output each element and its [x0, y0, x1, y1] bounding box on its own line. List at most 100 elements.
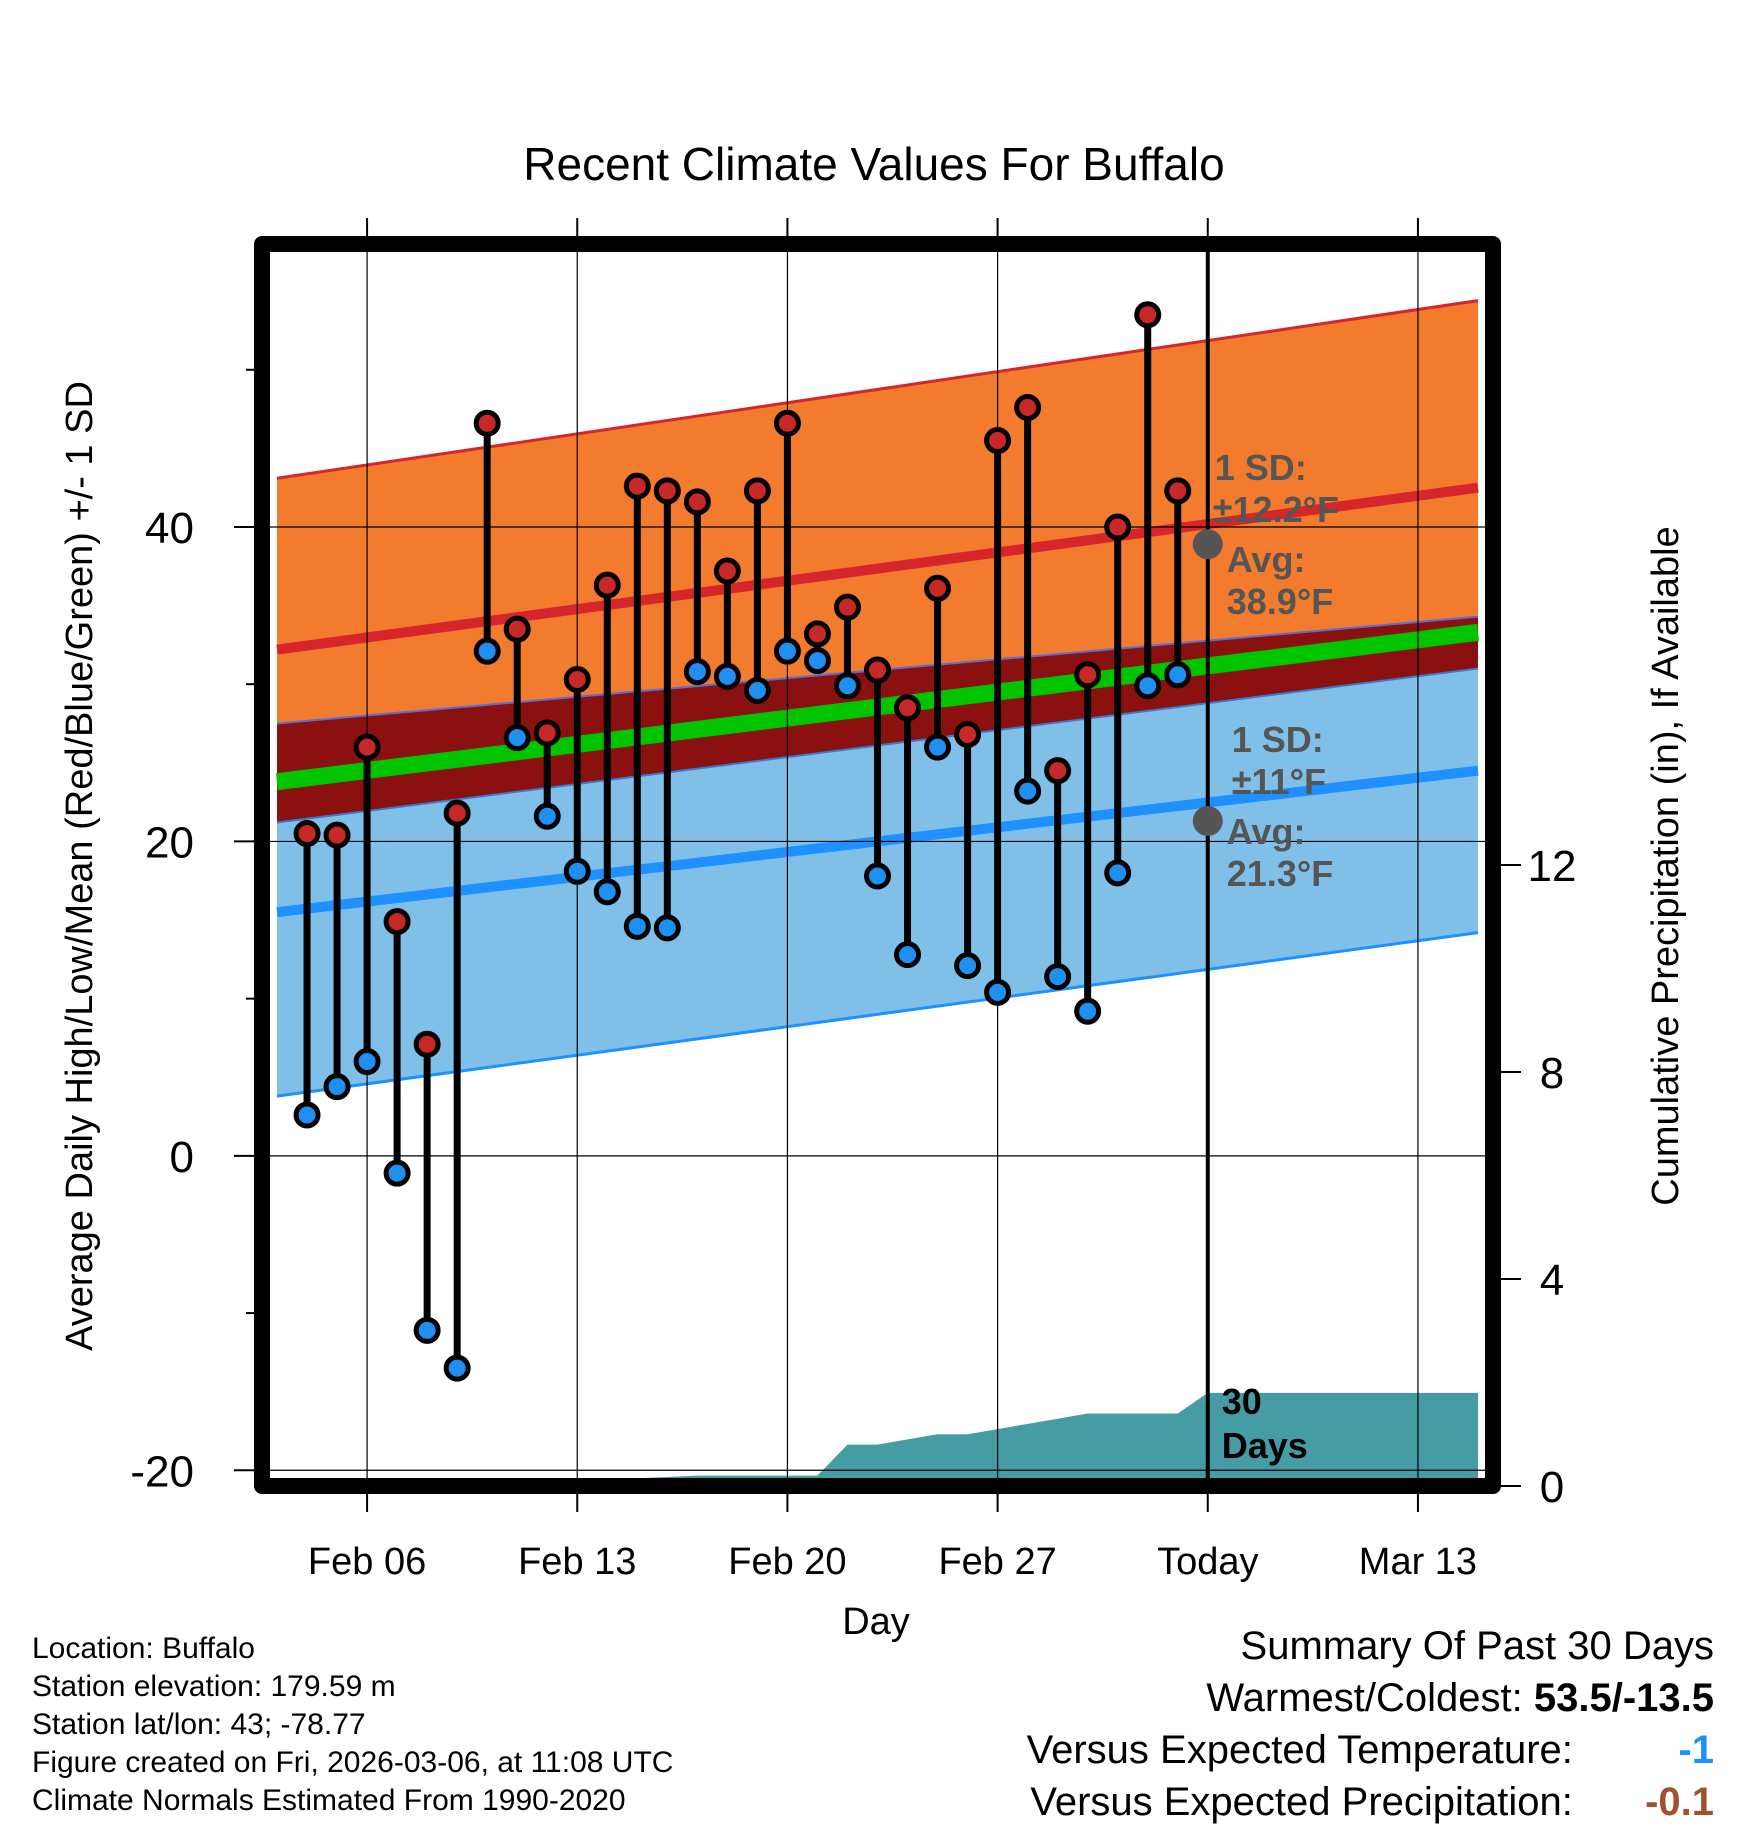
low-temp-point — [653, 914, 681, 942]
low-temp-point — [353, 1048, 381, 1076]
high-temp-point — [1074, 661, 1102, 689]
x-tick-label: Feb 06 — [308, 1541, 426, 1583]
x-tick-label: Feb 27 — [938, 1541, 1056, 1583]
y-axis-label: Average Daily High/Low/Mean (Red/Blue/Gr… — [59, 381, 101, 1351]
low-avg-label: Avg: — [1227, 811, 1306, 852]
high-temp-point — [353, 733, 381, 761]
high-temp-point — [1014, 394, 1042, 422]
low-sd-value: ±11°F — [1232, 761, 1326, 802]
high-temp-point — [443, 799, 471, 827]
high-avg-value: 38.9°F — [1227, 581, 1333, 622]
low-temp-point — [563, 857, 591, 885]
high-sd-value: ±12.2°F — [1213, 489, 1339, 530]
high-temp-point — [833, 593, 861, 621]
low-temp-point — [713, 662, 741, 690]
high-temp-point — [593, 571, 621, 599]
y2-tick-label: 8 — [1540, 1049, 1564, 1098]
y2-axis-label: Cumulative Precipitation (in), If Availa… — [1645, 526, 1687, 1205]
chart-title: Recent Climate Values For Buffalo — [523, 138, 1224, 190]
y-tick-label: -20 — [130, 1447, 194, 1496]
high-temp-point — [1044, 757, 1072, 785]
low-temp-point — [623, 912, 651, 940]
warmest-label: Warmest/Coldest: — [1206, 1676, 1523, 1720]
high-avg-label: Avg: — [1227, 539, 1306, 580]
x-tick-label: Mar 13 — [1359, 1541, 1477, 1583]
low-temp-point — [1164, 661, 1192, 689]
low-temp-point — [803, 647, 831, 675]
low-temp-point — [894, 941, 922, 969]
low-temp-point — [833, 672, 861, 700]
low-temp-point — [683, 658, 711, 686]
created-text: Figure created on Fri, 2026-03-06, at 11… — [32, 1746, 674, 1779]
high-temp-point — [773, 409, 801, 437]
low-temp-point — [533, 802, 561, 830]
high-temp-point — [563, 665, 591, 693]
low-temp-point — [323, 1073, 351, 1101]
axes: Recent Climate Values For Buffalo Feb 06 F… — [59, 138, 1687, 1643]
high-temp-point — [803, 620, 831, 648]
high-temp-point — [743, 477, 771, 505]
low-temp-point — [1044, 963, 1072, 991]
high-temp-point — [924, 574, 952, 602]
temp-label: Versus Expected Temperature: — [1026, 1728, 1573, 1772]
low-temp-point — [593, 878, 621, 906]
low-temp-point — [1074, 997, 1102, 1025]
low-temp-point — [773, 637, 801, 665]
precip-area — [277, 1392, 1478, 1486]
low-temp-point — [1014, 777, 1042, 805]
low-temp-point — [743, 676, 771, 704]
high-temp-point — [984, 427, 1012, 455]
high-temp-point — [413, 1030, 441, 1058]
low-temp-point — [954, 952, 982, 980]
high-temp-point — [864, 656, 891, 684]
days-label-number: 30 — [1222, 1381, 1262, 1422]
x-tick-label: Feb 20 — [728, 1541, 846, 1583]
low-sd-label: 1 SD: — [1232, 719, 1324, 760]
high-temp-point — [293, 820, 321, 848]
high-temp-point — [1164, 477, 1192, 505]
summary-temp-row: Versus Expected Temperature: -1 — [1027, 1724, 1714, 1776]
days-label-text: Days — [1222, 1425, 1308, 1466]
high-temp-point — [623, 472, 651, 500]
low-temp-point — [924, 733, 952, 761]
x-tick-label: Today — [1157, 1541, 1258, 1583]
low-temp-point — [1104, 859, 1132, 887]
y2-tick-label: 12 — [1528, 842, 1577, 891]
location-text: Location: Buffalo — [32, 1632, 255, 1665]
high-temp-point — [533, 719, 561, 747]
low-avg-value: 21.3°F — [1227, 853, 1333, 894]
summary-panel: Summary Of Past 30 Days Warmest/Coldest:… — [1027, 1620, 1714, 1828]
high-temp-point — [383, 908, 411, 936]
high-temp-point — [503, 615, 531, 643]
y-tick-label: 20 — [145, 818, 194, 867]
high-temp-point — [323, 821, 351, 849]
low-temp-point — [1134, 672, 1162, 700]
high-normal-line — [276, 482, 1479, 655]
x-axis-label: Day — [842, 1601, 910, 1643]
high-temp-point — [653, 477, 681, 505]
low-temp-point — [503, 724, 531, 752]
summary-warmest-row: Warmest/Coldest: 53.5/-13.5 — [1027, 1672, 1714, 1724]
high-temp-point — [473, 409, 501, 437]
precip-label: Versus Expected Precipitation: — [1030, 1780, 1573, 1824]
low-temp-point — [443, 1354, 471, 1382]
precip-value: -0.1 — [1645, 1780, 1714, 1824]
high-temp-point — [954, 721, 982, 749]
y-tick-label: 40 — [145, 504, 194, 553]
low-temp-point — [864, 862, 891, 890]
temp-value: -1 — [1678, 1728, 1714, 1772]
latlon-text: Station lat/lon: 43; -78.77 — [32, 1708, 366, 1741]
elevation-text: Station elevation: 179.59 m — [32, 1670, 396, 1703]
summary-title: Summary Of Past 30 Days — [1240, 1624, 1714, 1668]
high-temp-point — [683, 488, 711, 516]
low-temp-point — [413, 1316, 441, 1344]
high-temp-point — [713, 557, 741, 585]
y2-tick-label: 0 — [1540, 1463, 1564, 1512]
low-lower-line — [276, 931, 1479, 1098]
low-temp-point — [383, 1159, 411, 1187]
high-upper-line — [276, 299, 1479, 480]
x-tick-label: Feb 13 — [518, 1541, 636, 1583]
station-info: Location: Buffalo Station elevation: 179… — [32, 1630, 673, 1820]
